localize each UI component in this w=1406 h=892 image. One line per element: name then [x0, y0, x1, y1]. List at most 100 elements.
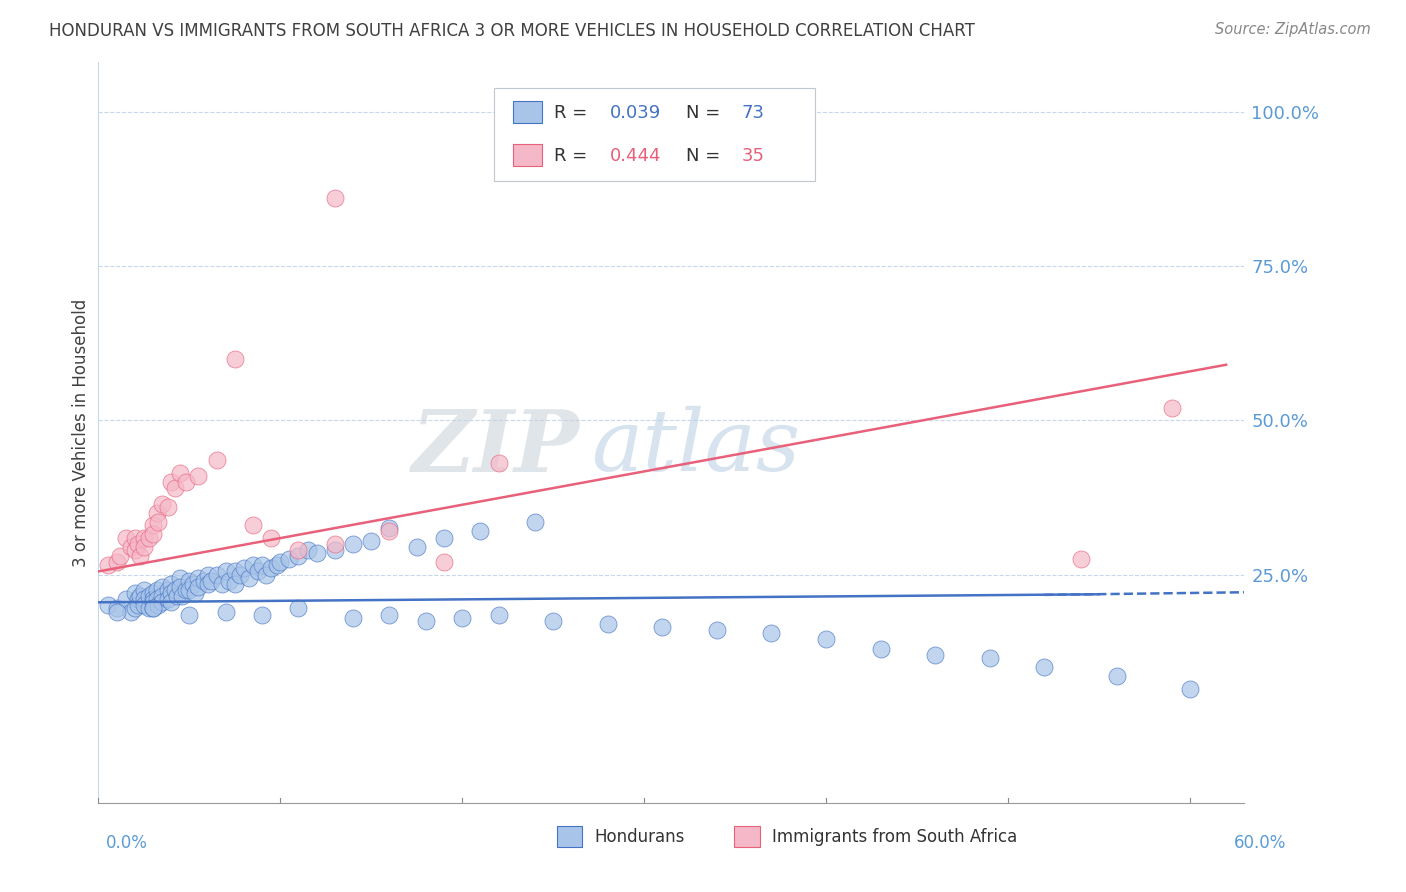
FancyBboxPatch shape [494, 88, 814, 181]
Point [242, 558, 264, 573]
Point [229, 567, 252, 582]
Point [224, 565, 246, 579]
Point [142, 601, 165, 615]
Text: 0.444: 0.444 [609, 146, 661, 165]
Point [174, 475, 197, 489]
Point [163, 582, 186, 597]
Point [132, 592, 155, 607]
Point [651, 620, 673, 634]
FancyBboxPatch shape [513, 144, 541, 166]
Point [163, 481, 186, 495]
Point [451, 611, 474, 625]
Point [1105, 669, 1128, 683]
Point [924, 648, 946, 662]
Point [138, 531, 160, 545]
Point [218, 574, 240, 588]
Point [378, 524, 401, 539]
Text: ZIP: ZIP [412, 406, 579, 489]
Point [260, 531, 283, 545]
Point [120, 540, 142, 554]
Point [378, 521, 401, 535]
Point [132, 540, 155, 554]
Point [148, 515, 170, 529]
Point [269, 555, 291, 569]
Point [224, 351, 246, 366]
Point [105, 555, 128, 569]
Y-axis label: 3 or more Vehicles in Household: 3 or more Vehicles in Household [72, 299, 90, 566]
Point [250, 558, 273, 573]
Point [197, 576, 219, 591]
Text: Hondurans: Hondurans [595, 828, 685, 846]
Point [215, 605, 238, 619]
Point [238, 571, 260, 585]
Text: 73: 73 [741, 103, 765, 122]
FancyBboxPatch shape [557, 826, 582, 847]
Text: 0.0%: 0.0% [105, 834, 148, 852]
Point [156, 582, 179, 597]
Point [488, 607, 510, 622]
Point [814, 632, 837, 647]
Point [323, 191, 346, 205]
Point [250, 607, 273, 622]
Point [150, 580, 173, 594]
Point [869, 641, 891, 656]
Point [342, 536, 364, 550]
Point [706, 623, 728, 637]
Point [205, 567, 228, 582]
Point [242, 518, 264, 533]
Point [156, 592, 179, 607]
Point [174, 582, 197, 597]
Point [1160, 401, 1182, 415]
Text: 0.039: 0.039 [609, 103, 661, 122]
Point [187, 571, 209, 585]
Point [145, 582, 167, 597]
Point [132, 582, 155, 597]
Point [124, 586, 146, 600]
Point [169, 571, 191, 585]
Point [127, 536, 149, 550]
Text: N =: N = [686, 146, 727, 165]
Point [205, 453, 228, 467]
Point [211, 576, 233, 591]
Point [142, 592, 165, 607]
Point [142, 518, 165, 533]
Point [105, 601, 128, 615]
Point [169, 580, 191, 594]
Point [266, 558, 288, 573]
Point [224, 576, 246, 591]
Point [193, 574, 215, 588]
Point [433, 555, 456, 569]
Point [127, 592, 149, 607]
Point [148, 599, 170, 613]
Text: atlas: atlas [591, 406, 800, 489]
Point [305, 546, 328, 560]
Point [179, 607, 201, 622]
Point [470, 524, 492, 539]
Point [523, 515, 546, 529]
Point [145, 592, 167, 607]
FancyBboxPatch shape [513, 101, 541, 123]
Point [287, 542, 309, 557]
Text: 60.0%: 60.0% [1234, 834, 1286, 852]
Text: HONDURAN VS IMMIGRANTS FROM SOUTH AFRICA 3 OR MORE VEHICLES IN HOUSEHOLD CORRELA: HONDURAN VS IMMIGRANTS FROM SOUTH AFRICA… [49, 22, 976, 40]
Text: R =: R = [554, 146, 593, 165]
Text: Source: ZipAtlas.com: Source: ZipAtlas.com [1215, 22, 1371, 37]
Point [96, 558, 118, 573]
Point [138, 589, 160, 603]
Point [181, 576, 204, 591]
Point [179, 582, 201, 597]
Point [254, 567, 277, 582]
Point [215, 565, 238, 579]
Point [138, 601, 160, 615]
Point [433, 531, 456, 545]
Point [761, 626, 783, 640]
Point [96, 599, 118, 613]
Point [323, 542, 346, 557]
Point [142, 601, 165, 615]
Point [197, 567, 219, 582]
Point [187, 468, 209, 483]
Point [596, 616, 619, 631]
Point [142, 595, 165, 609]
Point [142, 586, 165, 600]
Point [184, 586, 207, 600]
